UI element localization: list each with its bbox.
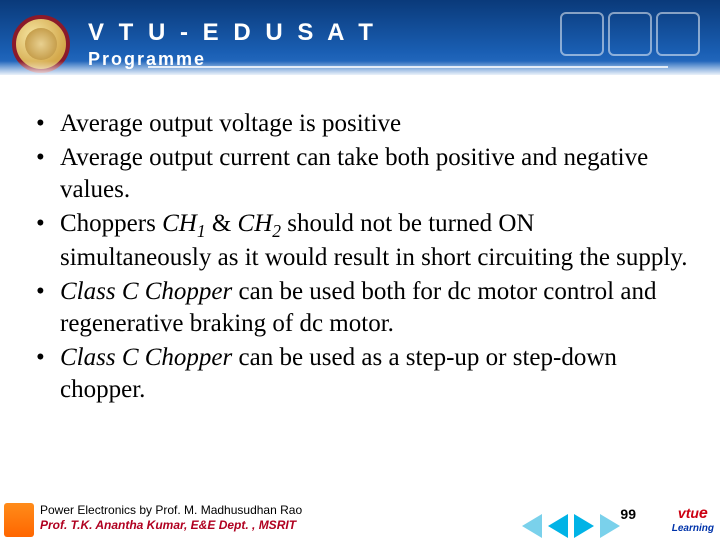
header-curve [0,75,720,89]
bullet-item: Class C Chopper can be used both for dc … [28,276,692,340]
header-deco-squares [560,12,700,56]
isro-badge [4,503,34,537]
header-title: V T U - E D U S A T [88,19,377,47]
bullet-item: Average output current can take both pos… [28,142,692,206]
slide-content: Average output voltage is positive Avera… [0,88,720,406]
arrow-next-icon[interactable] [600,514,620,538]
bullet-item: Choppers CH1 & CH2 should not be turned … [28,208,692,274]
vtu-logo-inner [25,28,57,60]
page-number: 99 [620,506,636,522]
bullet-item: Class C Chopper can be used as a step-up… [28,342,692,406]
nav-arrows [522,514,620,538]
footer: Power Electronics by Prof. M. Madhusudha… [0,498,720,540]
elearn-learning: Learning [672,523,714,534]
footer-line2: Prof. T.K. Anantha Kumar, E&E Dept. , MS… [40,518,302,534]
arrow-prev-icon[interactable] [522,514,542,538]
bullet-item: Average output voltage is positive [28,108,692,140]
elearn-vtu: vtu [678,505,699,521]
vtu-elearning-logo: vtue Learning [672,505,714,534]
deco-square [656,12,700,56]
deco-square [560,12,604,56]
arrow-prev-icon[interactable] [548,514,568,538]
deco-square [608,12,652,56]
footer-line1: Power Electronics by Prof. M. Madhusudha… [40,503,302,519]
footer-credits: Power Electronics by Prof. M. Madhusudha… [40,503,302,534]
header-banner: V T U - E D U S A T Programme [0,0,720,88]
arrow-next-icon[interactable] [574,514,594,538]
bullet-list: Average output voltage is positive Avera… [28,108,692,406]
elearn-e: e [699,505,708,522]
